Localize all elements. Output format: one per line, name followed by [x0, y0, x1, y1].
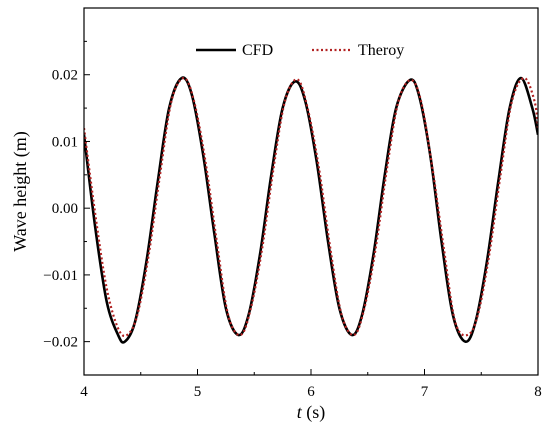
y-tick-label: 0.00	[52, 201, 78, 217]
x-axis-label: t (s)	[297, 402, 326, 423]
legend: CFD Theroy	[196, 42, 404, 59]
x-tick-label: 8	[534, 384, 542, 400]
plot-area	[84, 76, 538, 344]
x-tick-label: 6	[307, 384, 315, 400]
y-tick-label: −0.02	[43, 335, 78, 351]
x-axis-label-variable: t	[297, 402, 303, 422]
axes: 4 5 6 7 8 −0.02 −0.01 0.00 0.01 0.02	[43, 7, 542, 400]
y-tick-label: 0.01	[52, 134, 78, 150]
legend-label-theroy: Theroy	[358, 42, 404, 59]
x-tick-label: 4	[80, 384, 88, 400]
x-axis-label-unit: (s)	[302, 402, 326, 423]
x-tick-label: 7	[421, 384, 429, 400]
legend-label-cfd: CFD	[242, 42, 273, 59]
y-axis-label: Wave height (m)	[10, 131, 31, 252]
series-line-cfd	[84, 76, 538, 344]
series-line-theroy	[84, 76, 538, 338]
y-tick-label: 0.02	[52, 68, 78, 84]
x-tick-label: 5	[194, 384, 202, 400]
plot-frame	[83, 7, 539, 376]
y-tick-label: −0.01	[43, 268, 78, 284]
